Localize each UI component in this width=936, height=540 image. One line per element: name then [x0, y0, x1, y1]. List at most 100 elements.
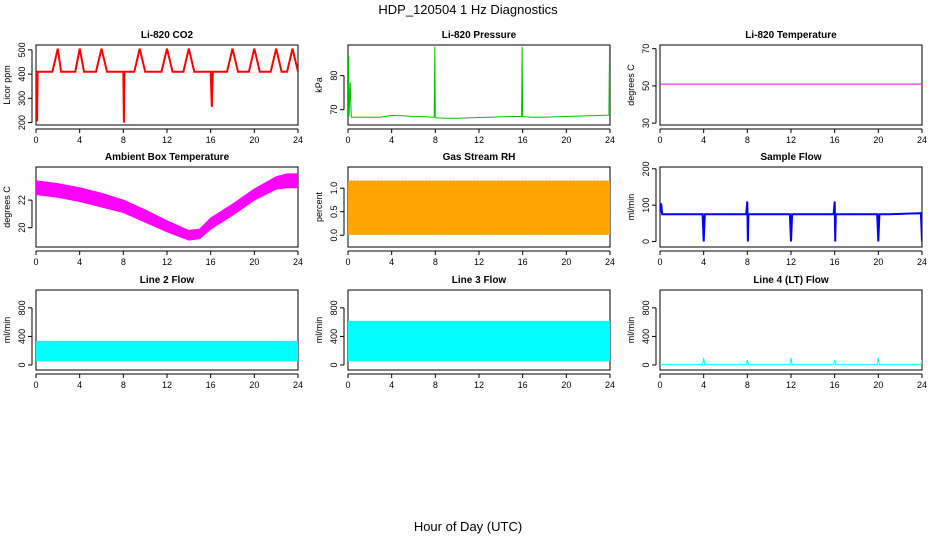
y-tick-label: 800 [329, 300, 339, 315]
y-tick-label: 800 [641, 300, 651, 315]
x-tick-label: 24 [293, 135, 303, 145]
y-tick-label: 80 [329, 71, 339, 81]
series-line [348, 46, 610, 119]
y-tick-label: 200 [17, 115, 27, 130]
y-tick-label: 0 [641, 362, 651, 367]
plot-frame [659, 44, 923, 126]
panel-title: Li-820 CO2 [141, 30, 194, 41]
y-tick-label: 800 [17, 300, 27, 315]
x-tick-label: 20 [249, 380, 259, 390]
y-tick-label: 70 [641, 44, 651, 54]
x-tick-label: 12 [786, 257, 796, 267]
panel-licor_temp: Li-820 Temperature degrees C 0 4 8 12 16 20 24 30… [626, 30, 927, 145]
y-tick-label: 400 [329, 329, 339, 344]
y-tick-label: 400 [641, 329, 651, 344]
x-tick-label: 16 [206, 257, 216, 267]
x-tick-label: 16 [830, 257, 840, 267]
x-tick-label: 8 [433, 135, 438, 145]
x-tick-label: 4 [77, 380, 82, 390]
x-tick-label: 8 [745, 135, 750, 145]
x-tick-label: 16 [518, 380, 528, 390]
x-tick-label: 0 [657, 380, 662, 390]
y-tick-label: 22 [17, 195, 27, 205]
x-tick-label: 24 [605, 257, 615, 267]
x-tick-label: 4 [701, 135, 706, 145]
panel-line3_flow: Line 3 Flow ml/min 0 4 8 12 16 20 24 0 400 800 [314, 275, 615, 390]
x-tick-label: 20 [873, 135, 883, 145]
y-tick-label: 0 [329, 362, 339, 367]
y-axis-label: percent [314, 191, 324, 222]
x-tick-label: 16 [830, 135, 840, 145]
y-tick-label: 400 [17, 67, 27, 82]
plot-frame [659, 289, 923, 371]
series-band [348, 180, 610, 235]
y-tick-label: 0.0 [329, 229, 339, 242]
y-tick-label: 30 [641, 118, 651, 128]
panel-title: Sample Flow [760, 152, 821, 163]
x-tick-label: 20 [873, 380, 883, 390]
x-tick-label: 12 [786, 135, 796, 145]
panel-pressure: Li-820 Pressure kPa 0 4 8 12 16 20 24 70 80 [314, 30, 615, 145]
y-tick-label: 0 [641, 239, 651, 244]
x-tick-label: 16 [206, 135, 216, 145]
series-line [36, 48, 298, 123]
x-tick-label: 20 [561, 135, 571, 145]
x-tick-label: 12 [474, 257, 484, 267]
x-tick-label: 24 [917, 135, 927, 145]
x-tick-label: 12 [162, 380, 172, 390]
panel-co2: Li-820 CO2 Licor ppm 0 4 8 12 16 20 24 200 300 400 5… [2, 30, 303, 145]
x-tick-label: 16 [206, 380, 216, 390]
panel-line4_flow: Line 4 (LT) Flow ml/min 0 4 8 12 16 20 24 0 400 800 [626, 275, 927, 390]
y-tick-label: 20 [17, 223, 27, 233]
x-tick-label: 20 [249, 135, 259, 145]
plot-frame [347, 44, 611, 126]
x-tick-label: 4 [389, 380, 394, 390]
plot-frame [35, 44, 299, 126]
panel-title: Li-820 Pressure [442, 30, 517, 41]
x-tick-label: 24 [293, 380, 303, 390]
x-tick-label: 24 [605, 380, 615, 390]
y-tick-label: 0 [17, 362, 27, 367]
x-tick-label: 12 [162, 135, 172, 145]
x-tick-label: 16 [518, 135, 528, 145]
panel-line2_flow: Line 2 Flow ml/min 0 4 8 12 16 20 24 0 400 800 [2, 275, 303, 390]
panel-title: Ambient Box Temperature [105, 152, 230, 163]
y-tick-label: 200 [641, 161, 651, 176]
y-tick-label: 100 [641, 198, 651, 213]
panel-title: Line 2 Flow [140, 275, 195, 286]
x-tick-label: 16 [518, 257, 528, 267]
x-tick-label: 8 [433, 257, 438, 267]
panel-title: Li-820 Temperature [745, 30, 837, 41]
x-tick-label: 8 [121, 380, 126, 390]
series-band [36, 173, 298, 241]
x-tick-label: 0 [33, 380, 38, 390]
x-tick-label: 0 [33, 257, 38, 267]
x-tick-label: 4 [701, 257, 706, 267]
x-tick-label: 8 [745, 380, 750, 390]
series-line [660, 357, 922, 366]
figure-title: HDP_120504 1 Hz Diagnostics [378, 2, 558, 17]
figure-xlabel: Hour of Day (UTC) [414, 519, 522, 534]
y-tick-label: 70 [329, 105, 339, 115]
x-tick-label: 20 [873, 257, 883, 267]
y-tick-label: 300 [17, 91, 27, 106]
panel-box_temp: Ambient Box Temperature degrees C 0 4 8 12 16 2… [2, 152, 303, 267]
x-tick-label: 20 [249, 257, 259, 267]
y-axis-label: Licor ppm [2, 65, 12, 105]
panel-sample_flow: Sample Flow ml/min 0 4 8 12 16 20 24 0 100 200 [626, 152, 927, 267]
y-axis-label: ml/min [314, 317, 324, 344]
x-tick-label: 12 [474, 135, 484, 145]
x-tick-label: 4 [77, 135, 82, 145]
series-band-texture [348, 180, 610, 235]
x-tick-label: 0 [33, 135, 38, 145]
y-tick-label: 1.0 [329, 182, 339, 195]
plot-frame [35, 289, 299, 371]
x-tick-label: 0 [657, 257, 662, 267]
series-band [348, 320, 610, 362]
series-line [660, 201, 922, 242]
y-tick-label: 0.5 [329, 205, 339, 218]
y-tick-label: 50 [641, 81, 651, 91]
plot-frame [35, 166, 299, 248]
x-tick-label: 4 [389, 135, 394, 145]
